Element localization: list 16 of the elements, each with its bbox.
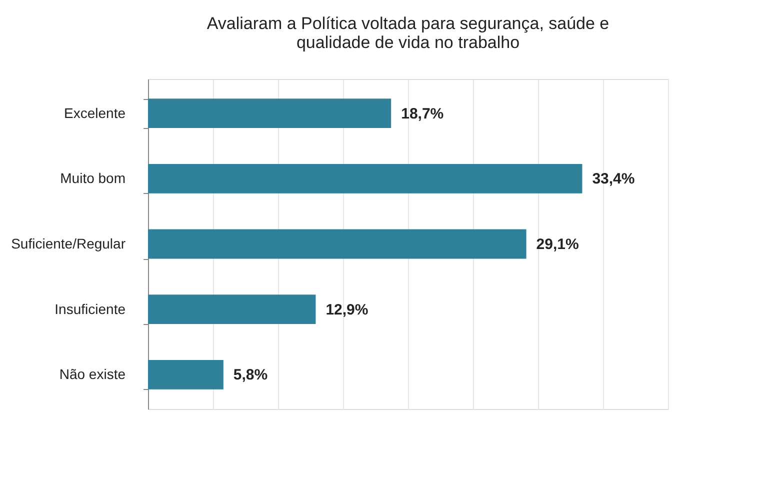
y-tick-label: Muito bom [60,170,126,186]
data-label: 33,4% [592,170,635,188]
y-tick-label: Excelente [64,104,126,121]
chart-title: Avaliaram a Política voltada para segurança, saúde e qualidade de vida no trabalho [206,14,610,52]
bar [148,229,526,259]
bar [148,98,392,128]
data-label: 12,9% [326,301,368,318]
data-label: 29,1% [536,236,579,253]
data-label: 5,8% [233,366,268,384]
y-tick-label: Suficiente/Regular [11,236,126,252]
bar [148,294,316,324]
bar [148,360,224,390]
y-tick-label: Não existe [59,366,126,382]
bar [148,164,582,194]
y-tick-label: Insuficiente [54,300,126,317]
data-label: 18,7% [401,105,444,122]
